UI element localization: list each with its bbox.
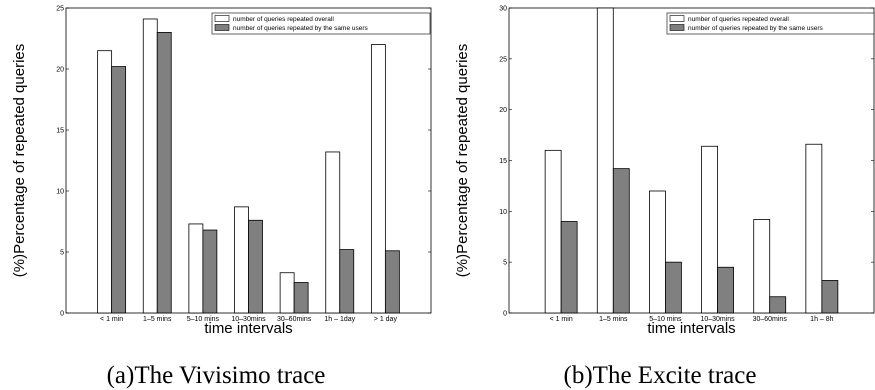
bar-same-users <box>821 280 839 314</box>
chart-b: 0 5 10 15 20 25 30 < 1 min 1–5 mins 5–10 mins 10–3… <box>454 6 875 389</box>
x-tick-label: 1h – 8h <box>810 316 833 323</box>
legend-swatch-overall <box>214 15 230 22</box>
y-axis-label: (%)Percentage of repeated queries <box>454 44 471 277</box>
chart-caption: (b)The Excite trace <box>564 362 757 389</box>
chart-caption: (a)The Vivisimo trace <box>107 362 326 389</box>
x-tick-label: 5–10 mins <box>187 316 220 323</box>
x-tick-label: 1–5 mins <box>599 316 628 323</box>
x-tick-label: 1–5 mins <box>143 316 172 323</box>
bar-overall <box>370 44 386 314</box>
x-axis-label: time intervals <box>647 320 735 337</box>
y-tick-label: 15 <box>499 158 507 165</box>
y-axis-label: (%)Percentage of repeated queries <box>11 44 28 277</box>
bar-overall <box>544 149 562 314</box>
bar-overall <box>188 223 204 314</box>
x-tick-label: < 1 min <box>100 316 123 323</box>
x-tick-label: 30–60mins <box>753 316 788 323</box>
y-tick-label: 15 <box>56 128 64 135</box>
bar-same-users <box>156 32 172 314</box>
bar-overall <box>142 18 158 314</box>
bar-overall <box>279 272 295 314</box>
legend-swatch-same-users <box>214 24 230 31</box>
chart-a: 0 5 10 15 20 25 < 1 min 1–5 mins 5–10 mins 10–30m… <box>11 6 432 389</box>
bar-same-users <box>384 250 400 314</box>
x-tick-label: 10–30mins <box>700 316 735 323</box>
x-tick-label: 30–60mins <box>277 316 312 323</box>
y-tick-label: 5 <box>60 250 64 257</box>
y-tick-label: 20 <box>56 67 64 74</box>
bar-same-users <box>665 261 682 314</box>
legend-box <box>211 12 431 35</box>
x-tick-label: > 1 day <box>374 316 398 323</box>
x-tick-label: 5–10 mins <box>649 316 682 323</box>
bar-same-users <box>769 296 787 314</box>
bar-overall <box>649 190 666 314</box>
y-tick-label: 10 <box>499 209 507 216</box>
y-tick-label: 25 <box>499 56 507 63</box>
y-tick-label: 25 <box>56 6 64 13</box>
x-axis-label: time intervals <box>204 320 292 337</box>
bar-same-users <box>293 282 309 314</box>
bar-overall <box>753 219 771 314</box>
bar-same-users <box>560 221 578 314</box>
bar-same-users <box>248 219 263 314</box>
y-tick-label: 0 <box>60 311 64 318</box>
legend-swatch-overall <box>669 15 685 22</box>
bar-same-users <box>111 66 127 314</box>
bar-same-users <box>612 168 630 314</box>
x-tick-label: 1h – 1day <box>324 316 355 323</box>
legend-label-overall: number of queries repeated overall <box>233 16 334 23</box>
y-tick-label: 20 <box>499 107 507 114</box>
y-tick-label: 0 <box>503 311 507 318</box>
legend-box <box>666 12 875 35</box>
bar-same-users <box>202 229 218 314</box>
bar-overall <box>596 7 614 314</box>
y-tick-label: 5 <box>503 260 507 267</box>
bar-overall <box>325 151 341 314</box>
x-tick-label: < 1 min <box>550 316 573 323</box>
legend-label-same-users: number of queries repeated by the same u… <box>688 25 824 32</box>
bar-overall <box>701 145 718 314</box>
legend-label-same-users: number of queries repeated by the same u… <box>233 25 369 32</box>
legend-swatch-same-users <box>669 24 685 31</box>
legend: number of queries repeated overall number… <box>211 12 431 35</box>
y-tick-label: 10 <box>56 189 64 196</box>
bar-overall <box>97 50 113 314</box>
y-tick-label: 30 <box>499 6 507 13</box>
bar-same-users <box>717 266 734 314</box>
bar-overall <box>234 206 249 314</box>
legend-label-overall: number of queries repeated overall <box>688 16 789 23</box>
legend: number of queries repeated overall number… <box>666 12 875 35</box>
bar-same-users <box>339 249 355 314</box>
bar-overall <box>805 143 823 314</box>
x-tick-label: 10–30mins <box>231 316 266 323</box>
